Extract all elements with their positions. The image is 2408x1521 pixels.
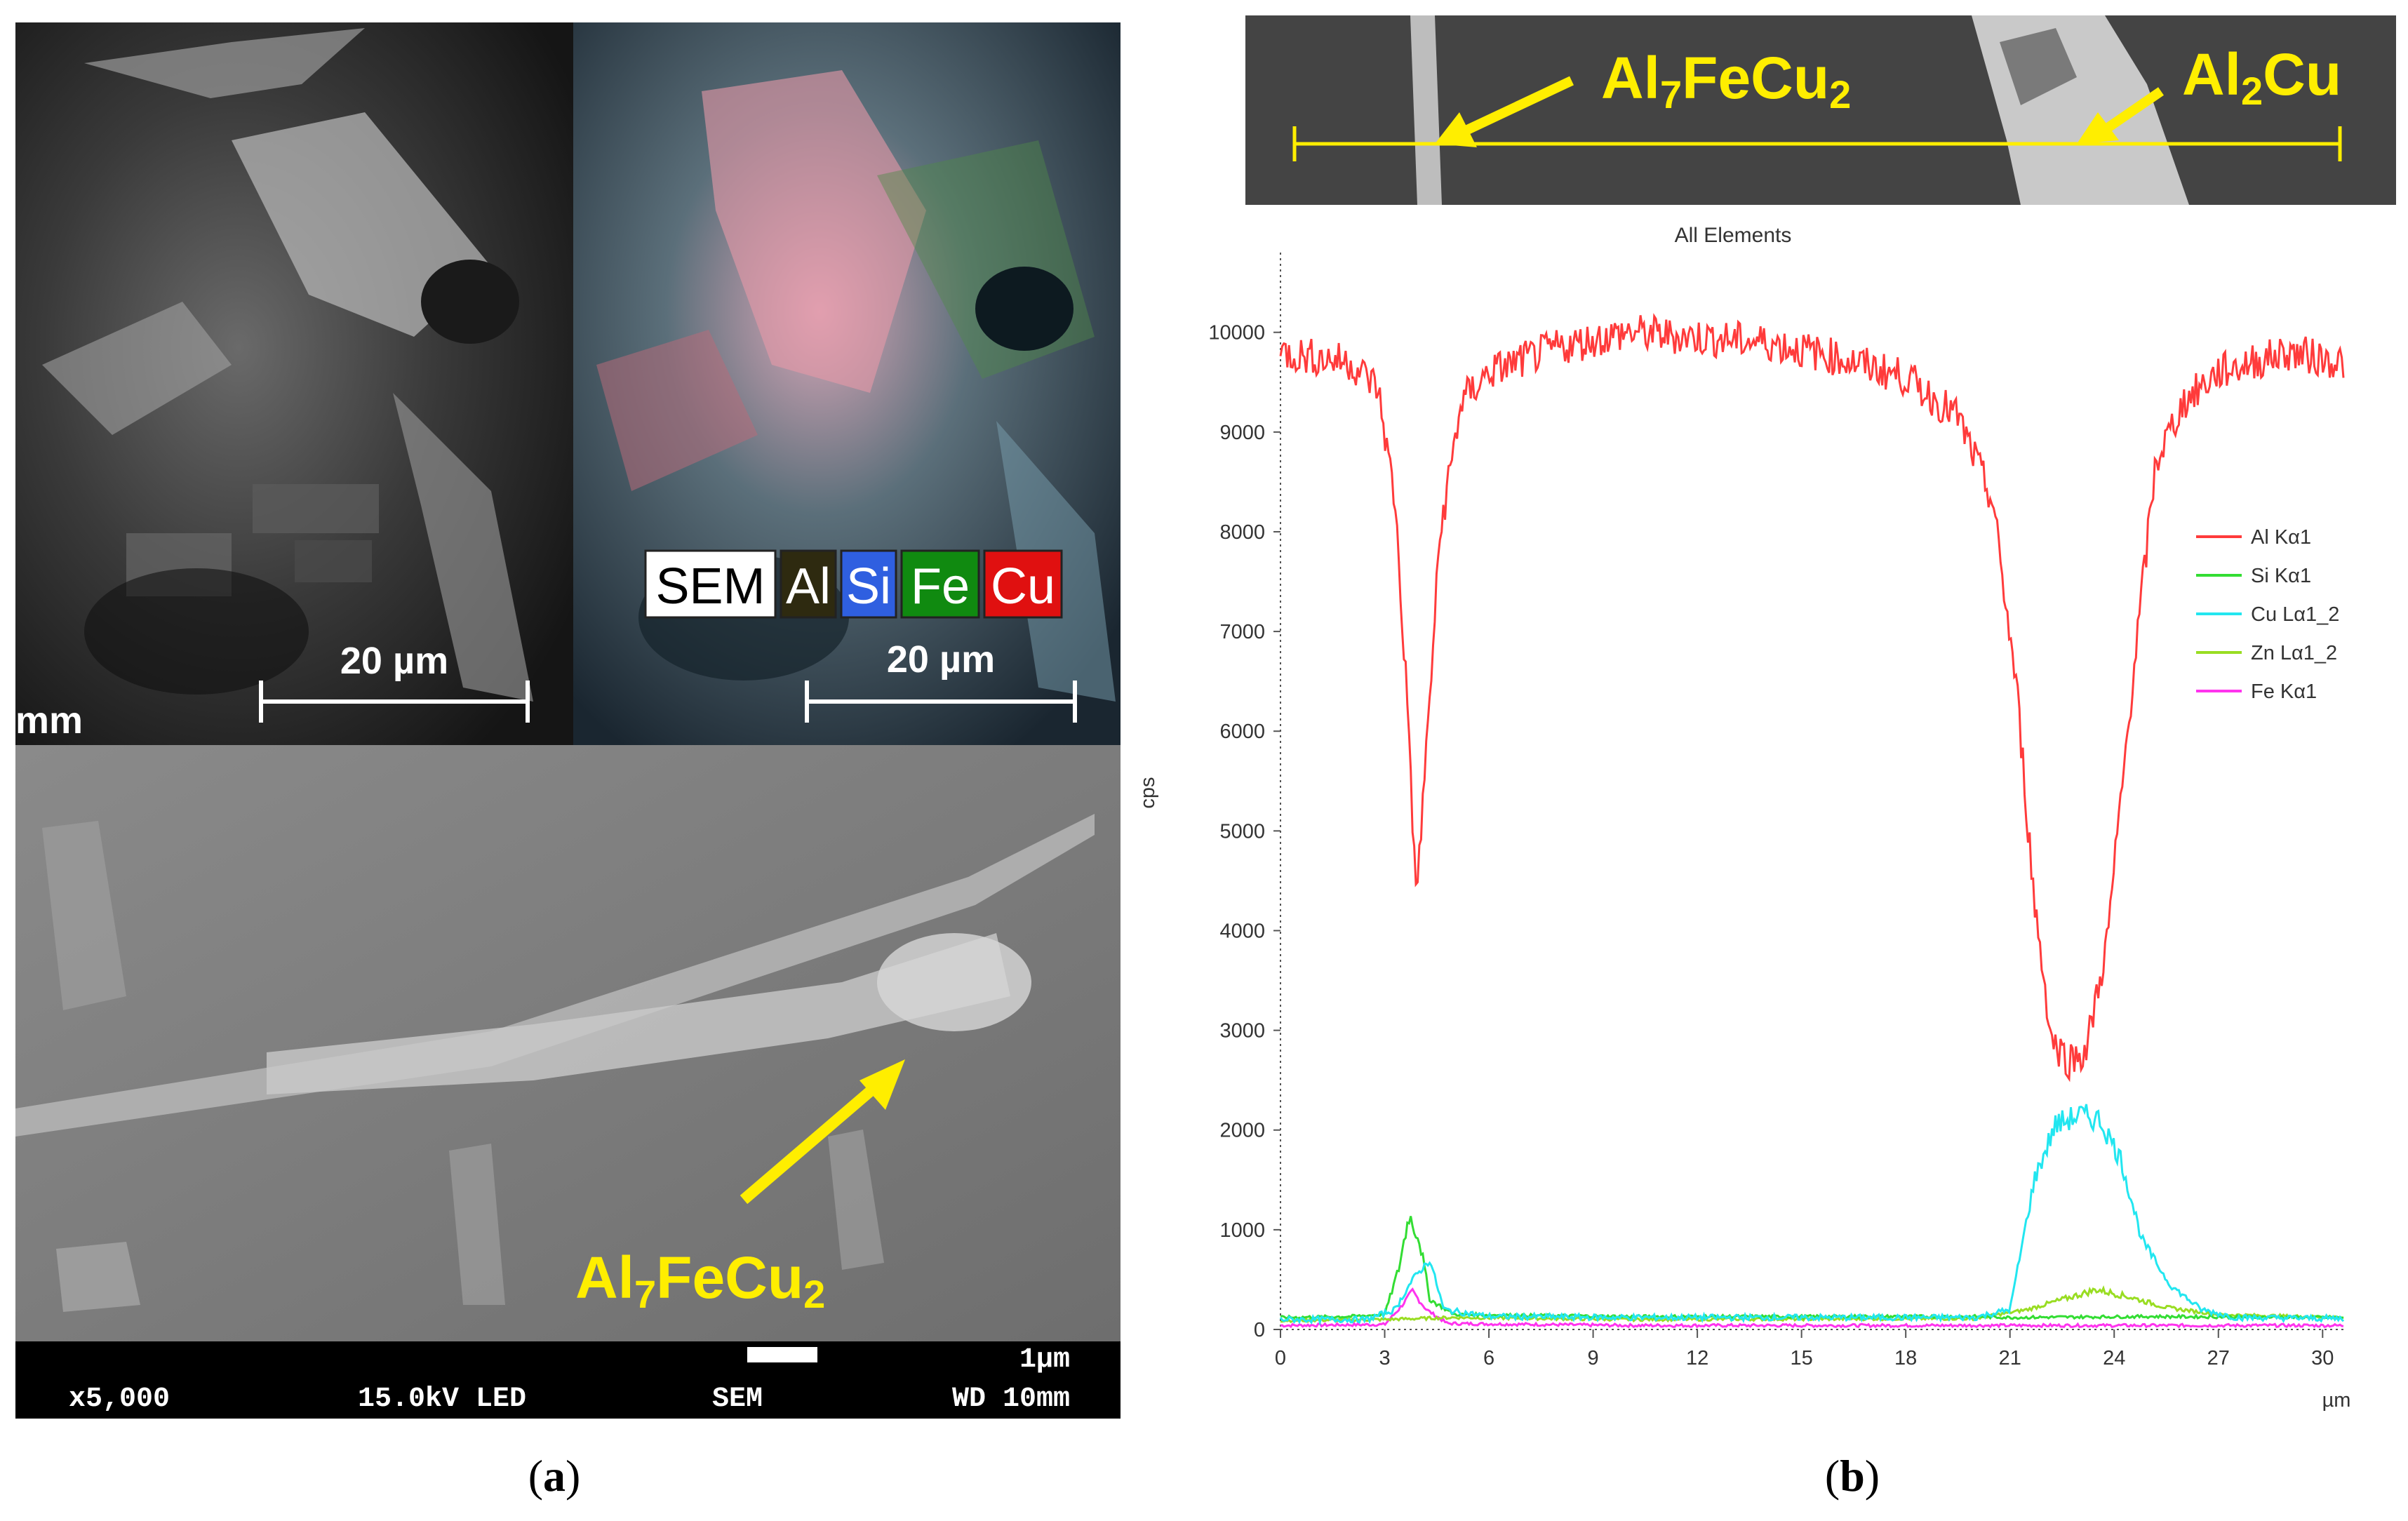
- series-line-al: [1279, 313, 2345, 1083]
- y-tick-label: 6000: [1219, 721, 1265, 743]
- y-tick-label: 10000: [1208, 322, 1265, 344]
- legend-label: Zn Lα1_2: [2251, 642, 2337, 664]
- map-legend-box-fe: [900, 549, 980, 619]
- legend-label: Al Kα1: [2251, 526, 2311, 549]
- y-axis-ticks: 0 1000 2000 3000 4000 5000 6000 7000 8000 9000 100…: [1208, 322, 1280, 1341]
- x-tick-label: 27: [2207, 1347, 2230, 1369]
- x-tick-label: 18: [1894, 1347, 1917, 1369]
- y-tick-label: 4000: [1219, 920, 1265, 942]
- panel-a: 20 µm mm SEM Al Si Fe Cu 20 µm: [15, 22, 1121, 1501]
- x-axis-label: µm: [2322, 1389, 2351, 1412]
- map-legend-box-cu: [983, 549, 1063, 619]
- element-map-legend: SEM Al Si Fe Cu: [644, 549, 1063, 619]
- map-legend-label-al: Al: [786, 558, 831, 615]
- chart-legend: Al Kα1 Si Kα1 Cu Lα1_2 Zn Lα1_2 Fe Kα1: [2196, 526, 2339, 703]
- map-legend-box-sem: [644, 549, 777, 619]
- scale-label-right: 20 µm: [887, 638, 995, 681]
- scan-label-al2cu: Al2Cu: [2182, 41, 2341, 113]
- series-line-si: [1280, 1216, 2344, 1320]
- x-tick-label: 9: [1588, 1347, 1599, 1369]
- partial-label: mm: [15, 699, 83, 742]
- y-tick-label: 0: [1254, 1319, 1265, 1341]
- annotation-arrow-b1: [1461, 76, 1574, 137]
- x-tick-label: 6: [1483, 1347, 1494, 1369]
- x-tick-label: 12: [1686, 1347, 1708, 1369]
- caption-b: (b): [1825, 1451, 1880, 1501]
- x-axis-ticks: 0 3 6 9 12 15 18 21 24 27 30: [1275, 1329, 2334, 1369]
- map-legend-label-si: Si: [846, 558, 891, 615]
- legend-label: Cu Lα1_2: [2251, 603, 2339, 626]
- data-bar-mode: SEM: [712, 1383, 763, 1415]
- y-tick-label: 7000: [1219, 621, 1265, 643]
- y-tick-label: 2000: [1219, 1120, 1265, 1142]
- data-bar-scale-line: [747, 1347, 817, 1362]
- annotation-arrow-a: [740, 1068, 895, 1205]
- map-legend-box-al: [780, 549, 837, 619]
- series-line-cu: [1279, 1104, 2345, 1326]
- line-profile-chart: All Elements 0 1000 2000 3000 4000 5000 6000 70…: [1137, 224, 2350, 1412]
- x-tick-label: 24: [2103, 1347, 2125, 1369]
- series-line-zn: [1280, 1285, 2344, 1324]
- legend-label: Si Kα1: [2251, 565, 2311, 587]
- series-lines: [1279, 313, 2345, 1329]
- map-legend-label-fe: Fe: [911, 558, 970, 615]
- phase-label-a: Al7FeCu2: [575, 1245, 825, 1316]
- series-line-fe: [1280, 1287, 2344, 1329]
- data-bar-wd: WD 10mm: [952, 1383, 1070, 1415]
- sem-image-top-left: 20 µm mm: [15, 22, 573, 745]
- legend-label: Fe Kα1: [2251, 681, 2317, 703]
- scan-label-al7fecu2: Al7FeCu2: [1601, 45, 1851, 116]
- map-legend-label-cu: Cu: [991, 558, 1055, 615]
- x-tick-label: 21: [1999, 1347, 2021, 1369]
- x-tick-label: 0: [1275, 1347, 1286, 1369]
- annotation-arrow-b2: [2102, 87, 2164, 134]
- line-scan-image: Al7FeCu2 Al2Cu: [1245, 15, 2396, 205]
- data-bar-voltage: 15.0kV LED: [358, 1383, 526, 1415]
- x-tick-label: 3: [1379, 1347, 1390, 1369]
- x-tick-label: 30: [2311, 1347, 2334, 1369]
- sem-data-bar: 1µm x5,000 15.0kV LED SEM WD 10mm: [15, 1341, 1121, 1419]
- map-legend-label-sem: SEM: [655, 558, 765, 615]
- x-tick-label: 15: [1791, 1347, 1813, 1369]
- panel-b: Al7FeCu2 Al2Cu All Elements 010002000300…: [1137, 15, 2396, 1501]
- data-bar-magnification: x5,000: [69, 1383, 170, 1415]
- sem-image-bottom: Al7FeCu2: [15, 745, 1121, 1341]
- y-tick-label: 3000: [1219, 1020, 1265, 1043]
- y-tick-label: 5000: [1219, 820, 1265, 843]
- caption-a: (a): [528, 1451, 581, 1501]
- eds-map-image: SEM Al Si Fe Cu 20 µm: [573, 22, 1121, 745]
- scale-label-left: 20 µm: [340, 640, 448, 682]
- y-tick-label: 8000: [1219, 521, 1265, 544]
- y-tick-label: 1000: [1219, 1219, 1265, 1242]
- y-tick-label: 9000: [1219, 422, 1265, 444]
- map-legend-box-si: [840, 549, 897, 619]
- y-axis-label: cps: [1137, 777, 1159, 808]
- chart-title: All Elements: [1675, 224, 1792, 247]
- data-bar-scale: 1µm: [1019, 1344, 1070, 1376]
